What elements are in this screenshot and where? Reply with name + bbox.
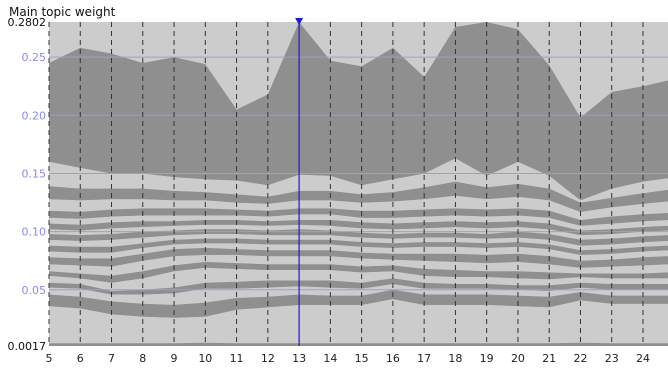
x-axis-ticks: 5 6 7 8 9 10 11 12 13 14 15 16 17 18 19 20 21 22 23 24 xyxy=(46,352,650,365)
x-tick-label: 8 xyxy=(139,352,146,365)
x-tick-label: 18 xyxy=(448,352,462,365)
area-layers xyxy=(49,22,668,346)
x-tick-label: 11 xyxy=(230,352,244,365)
y-axis-ticks: 0.2802 0.25 0.20 0.15 0.10 0.05 0.0017 xyxy=(8,16,47,353)
x-tick-label: 19 xyxy=(480,352,494,365)
x-tick-label: 21 xyxy=(542,352,556,365)
x-tick-label: 15 xyxy=(355,352,369,365)
x-tick-label: 12 xyxy=(261,352,275,365)
topic-band-1[interactable] xyxy=(49,342,668,346)
topic-band-18[interactable] xyxy=(49,195,668,220)
x-tick-label: 22 xyxy=(573,352,587,365)
y-tick-label: 0.25 xyxy=(22,51,47,64)
y-tick-label: 0.05 xyxy=(22,284,47,297)
topic-band-7[interactable] xyxy=(49,261,668,283)
topic-band-22[interactable] xyxy=(49,22,668,118)
topic-band-17[interactable] xyxy=(49,208,668,226)
y-tick-label: 0.10 xyxy=(22,226,47,239)
x-tick-label: 23 xyxy=(605,352,619,365)
x-tick-label: 16 xyxy=(386,352,400,365)
topic-band-21[interactable] xyxy=(49,22,668,201)
topic-band-9[interactable] xyxy=(49,247,668,268)
y-tick-label: 0.0017 xyxy=(8,340,47,353)
horizontal-gridlines xyxy=(49,56,668,291)
x-tick-label: 20 xyxy=(511,352,525,365)
topic-band-15[interactable] xyxy=(49,220,668,236)
x-tick-label: 10 xyxy=(198,352,212,365)
x-tick-label: 24 xyxy=(636,352,650,365)
x-tick-label: 6 xyxy=(77,352,84,365)
x-tick-label: 13 xyxy=(292,352,306,365)
topic-band-13[interactable] xyxy=(49,229,668,246)
x-tick-label: 9 xyxy=(171,352,178,365)
x-tick-label: 7 xyxy=(108,352,115,365)
x-tick-label: 17 xyxy=(417,352,431,365)
topic-band-6[interactable] xyxy=(49,267,668,291)
topic-band-14[interactable] xyxy=(49,224,668,240)
topic-band-2[interactable] xyxy=(49,299,668,344)
topic-band-4[interactable] xyxy=(49,284,668,305)
topic-band-10[interactable] xyxy=(49,243,668,261)
y-tick-label: 0.20 xyxy=(22,109,47,122)
topic-band-11[interactable] xyxy=(49,238,668,255)
topic-band-12[interactable] xyxy=(49,234,668,251)
selection-marker xyxy=(295,18,304,346)
y-tick-label: 0.15 xyxy=(22,167,47,180)
topic-band-16[interactable] xyxy=(49,214,668,231)
x-tick-label: 14 xyxy=(323,352,337,365)
vertical-gridlines xyxy=(48,22,644,346)
marker-handle-icon[interactable] xyxy=(295,18,304,25)
y-tick-label: 0.2802 xyxy=(8,16,47,29)
chart-title: Main topic weight xyxy=(9,5,116,19)
topic-band-8[interactable] xyxy=(49,254,668,276)
topic-band-19[interactable] xyxy=(49,181,668,212)
x-tick-label: 5 xyxy=(46,352,53,365)
topic-band-5[interactable] xyxy=(49,278,668,295)
topic-band-3[interactable] xyxy=(49,289,668,318)
topic-band-20[interactable] xyxy=(49,158,668,203)
